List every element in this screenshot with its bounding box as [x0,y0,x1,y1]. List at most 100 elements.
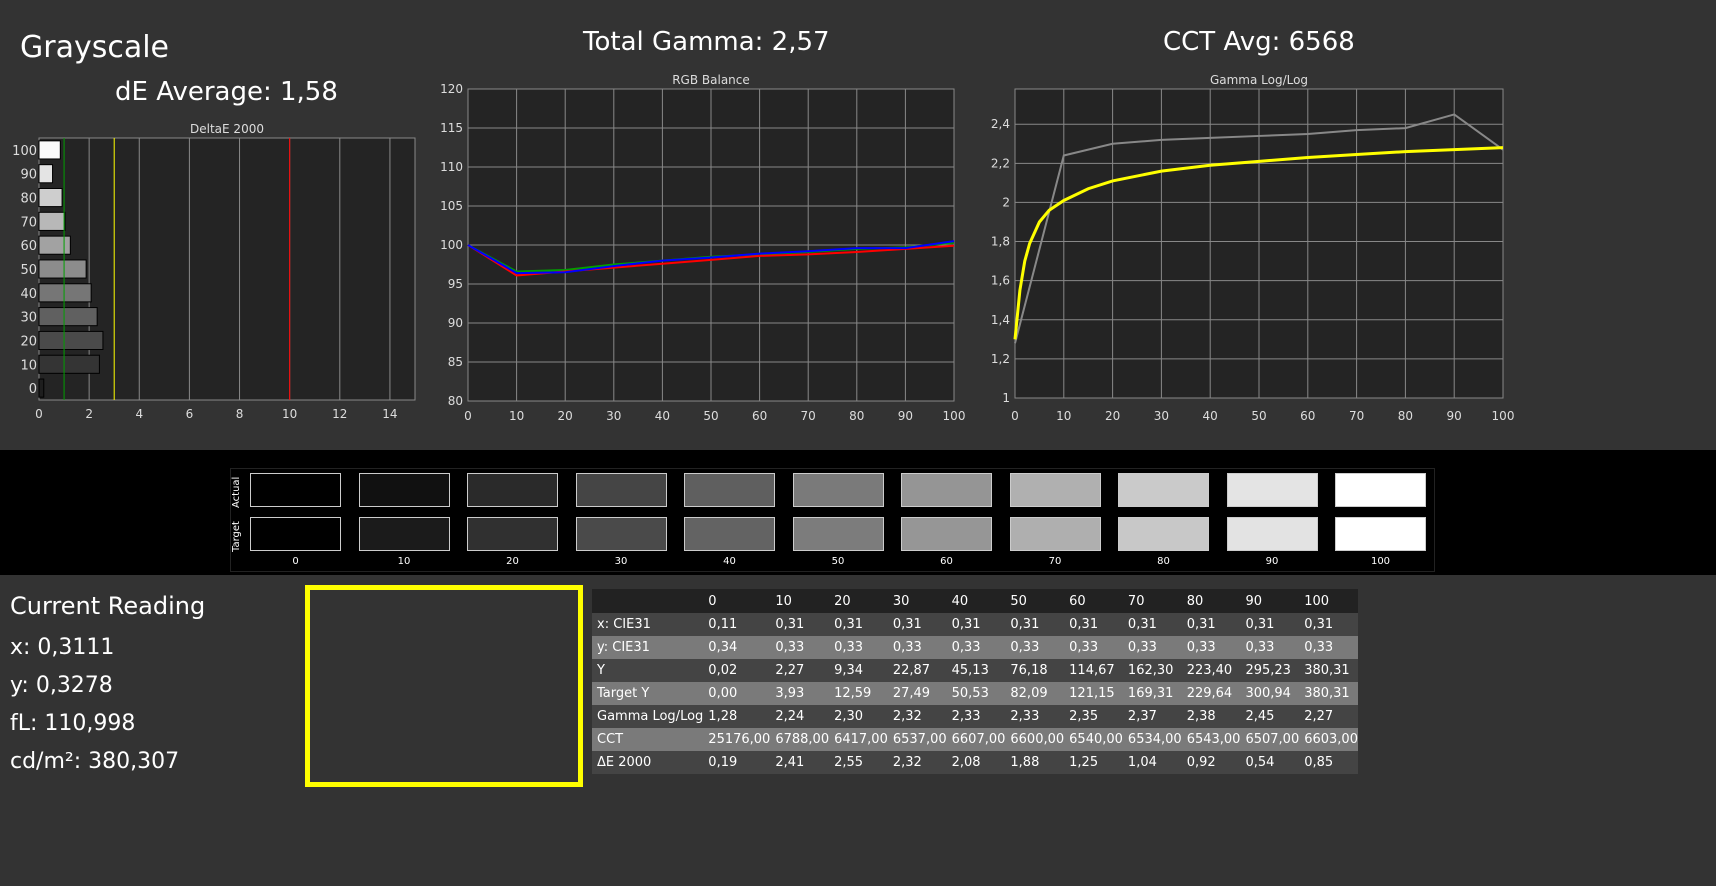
rgb-y-tick: 80 [448,394,463,408]
gamma-x-tick: 100 [1492,409,1515,423]
table-cell: 0,33 [1240,636,1300,659]
actual-swatch [575,473,667,507]
gamma-y-tick: 1,4 [991,313,1010,327]
target-swatch [792,517,884,551]
gamma-x-tick: 30 [1154,409,1169,423]
target-swatch [1335,517,1426,551]
data-table: 0 10 20 30 40 50 60 70 80 90 100 x: CIE31 0,11 0,31 0,… [592,589,1358,774]
deltae-bar [38,330,104,351]
target-swatch [684,517,775,551]
table-cell: 1,88 [1005,751,1065,774]
table-cell: 295,23 [1240,659,1300,682]
target-swatch [1009,517,1101,551]
rgb-x-tick: 30 [606,409,621,423]
row-label: ΔE 2000 [592,751,704,774]
gamma-y-tick: 1,2 [991,352,1010,366]
column-header: 20 [829,589,888,613]
table-cell: 2,32 [887,751,947,774]
table-row: ΔE 2000 0,19 2,41 2,55 2,32 2,08 1,88 1,25 1,04 0… [592,751,1358,774]
table-cell: 300,94 [1240,682,1300,705]
current-reading-title: Current Reading [10,592,206,620]
row-label: Gamma Log/Log [592,705,704,728]
gamma-series-line [1013,146,1504,340]
target-swatch [901,517,992,551]
gamma-x-tick: 20 [1105,409,1120,423]
rgb-x-tick: 0 [464,409,472,423]
gamma-y-tick: 2,2 [991,156,1010,170]
table-cell: 6534,00 [1122,728,1182,751]
table-cell: 27,49 [887,682,947,705]
deltae-x-tick: 10 [282,407,297,421]
deltae-y-tick: 60 [20,239,37,254]
table-cell: 0,85 [1299,751,1358,774]
table-cell: 2,27 [1299,705,1358,728]
table-cell: 0,31 [770,613,830,636]
column-header [592,589,704,613]
column-header: 30 [887,589,947,613]
target-swatch [1118,517,1209,551]
table-cell: 9,34 [829,659,888,682]
deltae-bar [38,354,100,374]
deltae-y-tick: 20 [20,334,37,349]
deltae-bar [38,211,66,231]
table-cell: 0,34 [703,636,771,659]
table-cell: 0,31 [1064,613,1123,636]
table-cell: 12,59 [829,682,888,705]
table-cell: 3,93 [770,682,830,705]
rgb-y-tick: 100 [440,238,463,252]
table-cell: 2,27 [770,659,830,682]
total-gamma: Total Gamma: 2,57 [583,27,830,57]
actual-swatch [1335,473,1426,507]
table-cell: 1,25 [1064,751,1123,774]
swatch-label: 0 [292,556,299,567]
deltae-y-tick: 0 [29,382,37,397]
table-cell: 50,53 [946,682,1006,705]
table-cell: 2,33 [946,705,1006,728]
gamma-x-tick: 40 [1203,409,1218,423]
column-header: 100 [1299,589,1358,613]
table-cell: 380,31 [1299,682,1358,705]
column-header: 0 [703,589,771,613]
de-average: dE Average: 1,58 [115,77,338,107]
table-cell: 0,33 [946,636,1006,659]
deltae-x-tick: 8 [236,407,244,421]
rgb-x-tick: 100 [943,409,966,423]
table-cell: 82,09 [1005,682,1065,705]
rgb-x-tick: 70 [801,409,816,423]
table-cell: 25176,00 [703,728,771,751]
deltae-bar [38,259,87,279]
deltae-x-tick: 6 [186,407,194,421]
rgb-x-tick: 50 [703,409,718,423]
table-cell: 2,45 [1240,705,1300,728]
target-swatch [467,517,558,551]
gamma-x-tick: 50 [1251,409,1266,423]
actual-swatch [901,473,992,507]
rgb-x-tick: 80 [849,409,864,423]
table-cell: 0,31 [946,613,1006,636]
cct-average: CCT Avg: 6568 [1163,27,1355,57]
deltae-plot-area [38,137,416,401]
table-cell: 6507,00 [1240,728,1300,751]
table-cell: 6788,00 [770,728,830,751]
actual-swatch [792,473,884,507]
target-swatch [250,517,341,551]
table-row: Target Y 0,00 3,93 12,59 27,49 50,53 82,09 121,… [592,682,1358,705]
table-cell: 0,31 [1240,613,1300,636]
deltae-y-tick: 40 [20,287,37,302]
table-cell: 0,00 [703,682,771,705]
table-cell: 76,18 [1005,659,1065,682]
deltae-x-tick: 4 [135,407,143,421]
deltae-y-tick: 70 [20,215,37,230]
deltae-y-tick: 80 [20,192,37,207]
table-cell: 121,15 [1064,682,1123,705]
table-cell: 0,33 [887,636,947,659]
table-cell: 2,55 [829,751,888,774]
swatch-band [0,450,1716,575]
deltae-bar [38,307,98,327]
actual-swatch [1009,473,1101,507]
table-row: x: CIE31 0,11 0,31 0,31 0,31 0,31 0,31 0,31 0,31… [592,613,1358,636]
cie-chart-frame [305,585,583,787]
rgb-x-tick: 60 [752,409,767,423]
swatch-label: 50 [831,556,845,567]
deltae-x-tick: 2 [85,407,93,421]
